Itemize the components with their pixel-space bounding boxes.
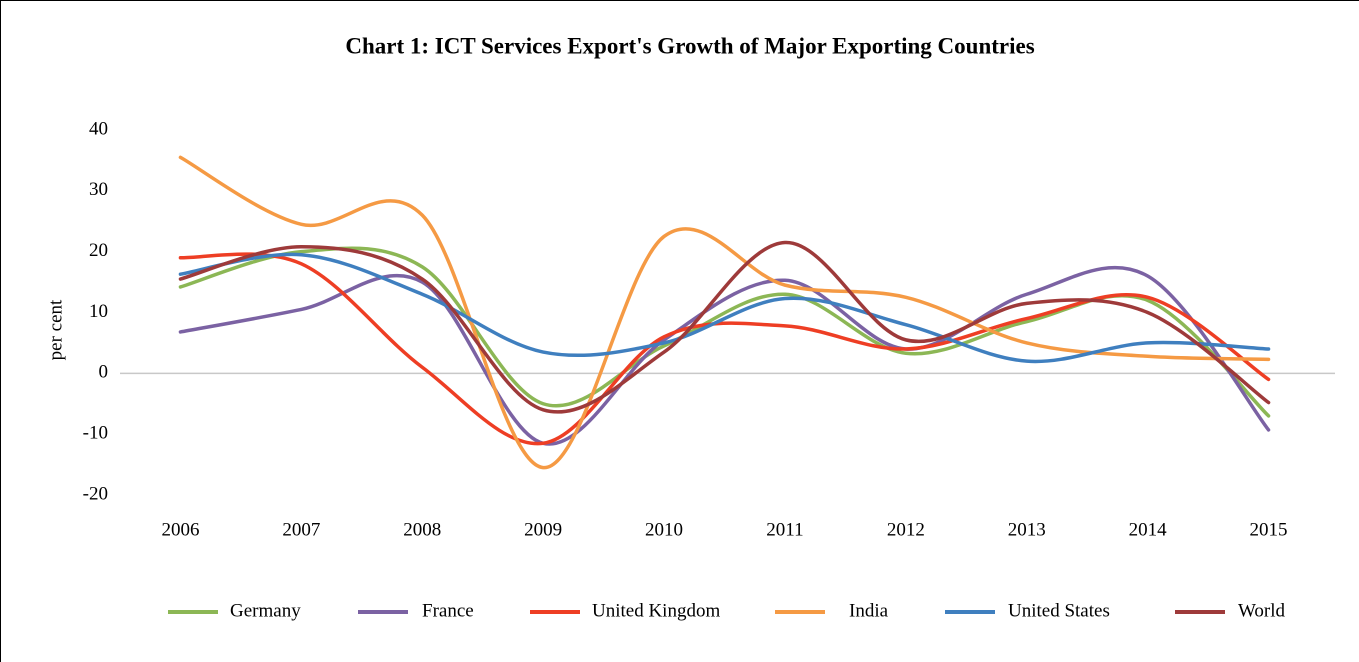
x-tick-label: 2010: [645, 519, 683, 540]
x-tick-label: 2007: [282, 519, 320, 540]
x-tick-label: 2011: [766, 519, 803, 540]
y-axis-label: per cent: [45, 299, 66, 360]
series-line: [178, 240, 1271, 414]
y-tick-label: 20: [89, 240, 108, 261]
y-tick-label: -10: [83, 423, 108, 444]
y-tick-label: -20: [83, 483, 108, 504]
y-tick-label: 30: [89, 179, 108, 200]
y-tick-label: 40: [89, 118, 108, 139]
x-tick-label: 2013: [1008, 519, 1046, 540]
x-tick-label: 2014: [1129, 519, 1168, 540]
legend-label: United States: [1008, 600, 1110, 621]
legend-label: France: [422, 600, 474, 621]
series-line: [178, 246, 1271, 418]
legend-label: India: [849, 600, 889, 621]
chart-title: Chart 1: ICT Services Export's Growth of…: [345, 33, 1034, 58]
legend-label: United Kingdom: [592, 600, 720, 621]
legend-label: Germany: [230, 600, 301, 621]
y-tick-label: 10: [89, 301, 108, 322]
legend-label: World: [1238, 600, 1286, 621]
series-line: [178, 155, 1271, 470]
series-line: [178, 265, 1271, 446]
x-tick-label: 2012: [887, 519, 925, 540]
y-tick-label: 0: [99, 362, 109, 383]
x-tick-label: 2008: [403, 519, 441, 540]
series-line: [178, 252, 1271, 364]
x-tick-label: 2009: [524, 519, 562, 540]
x-tick-label: 2015: [1250, 519, 1288, 540]
x-tick-label: 2006: [161, 519, 199, 540]
